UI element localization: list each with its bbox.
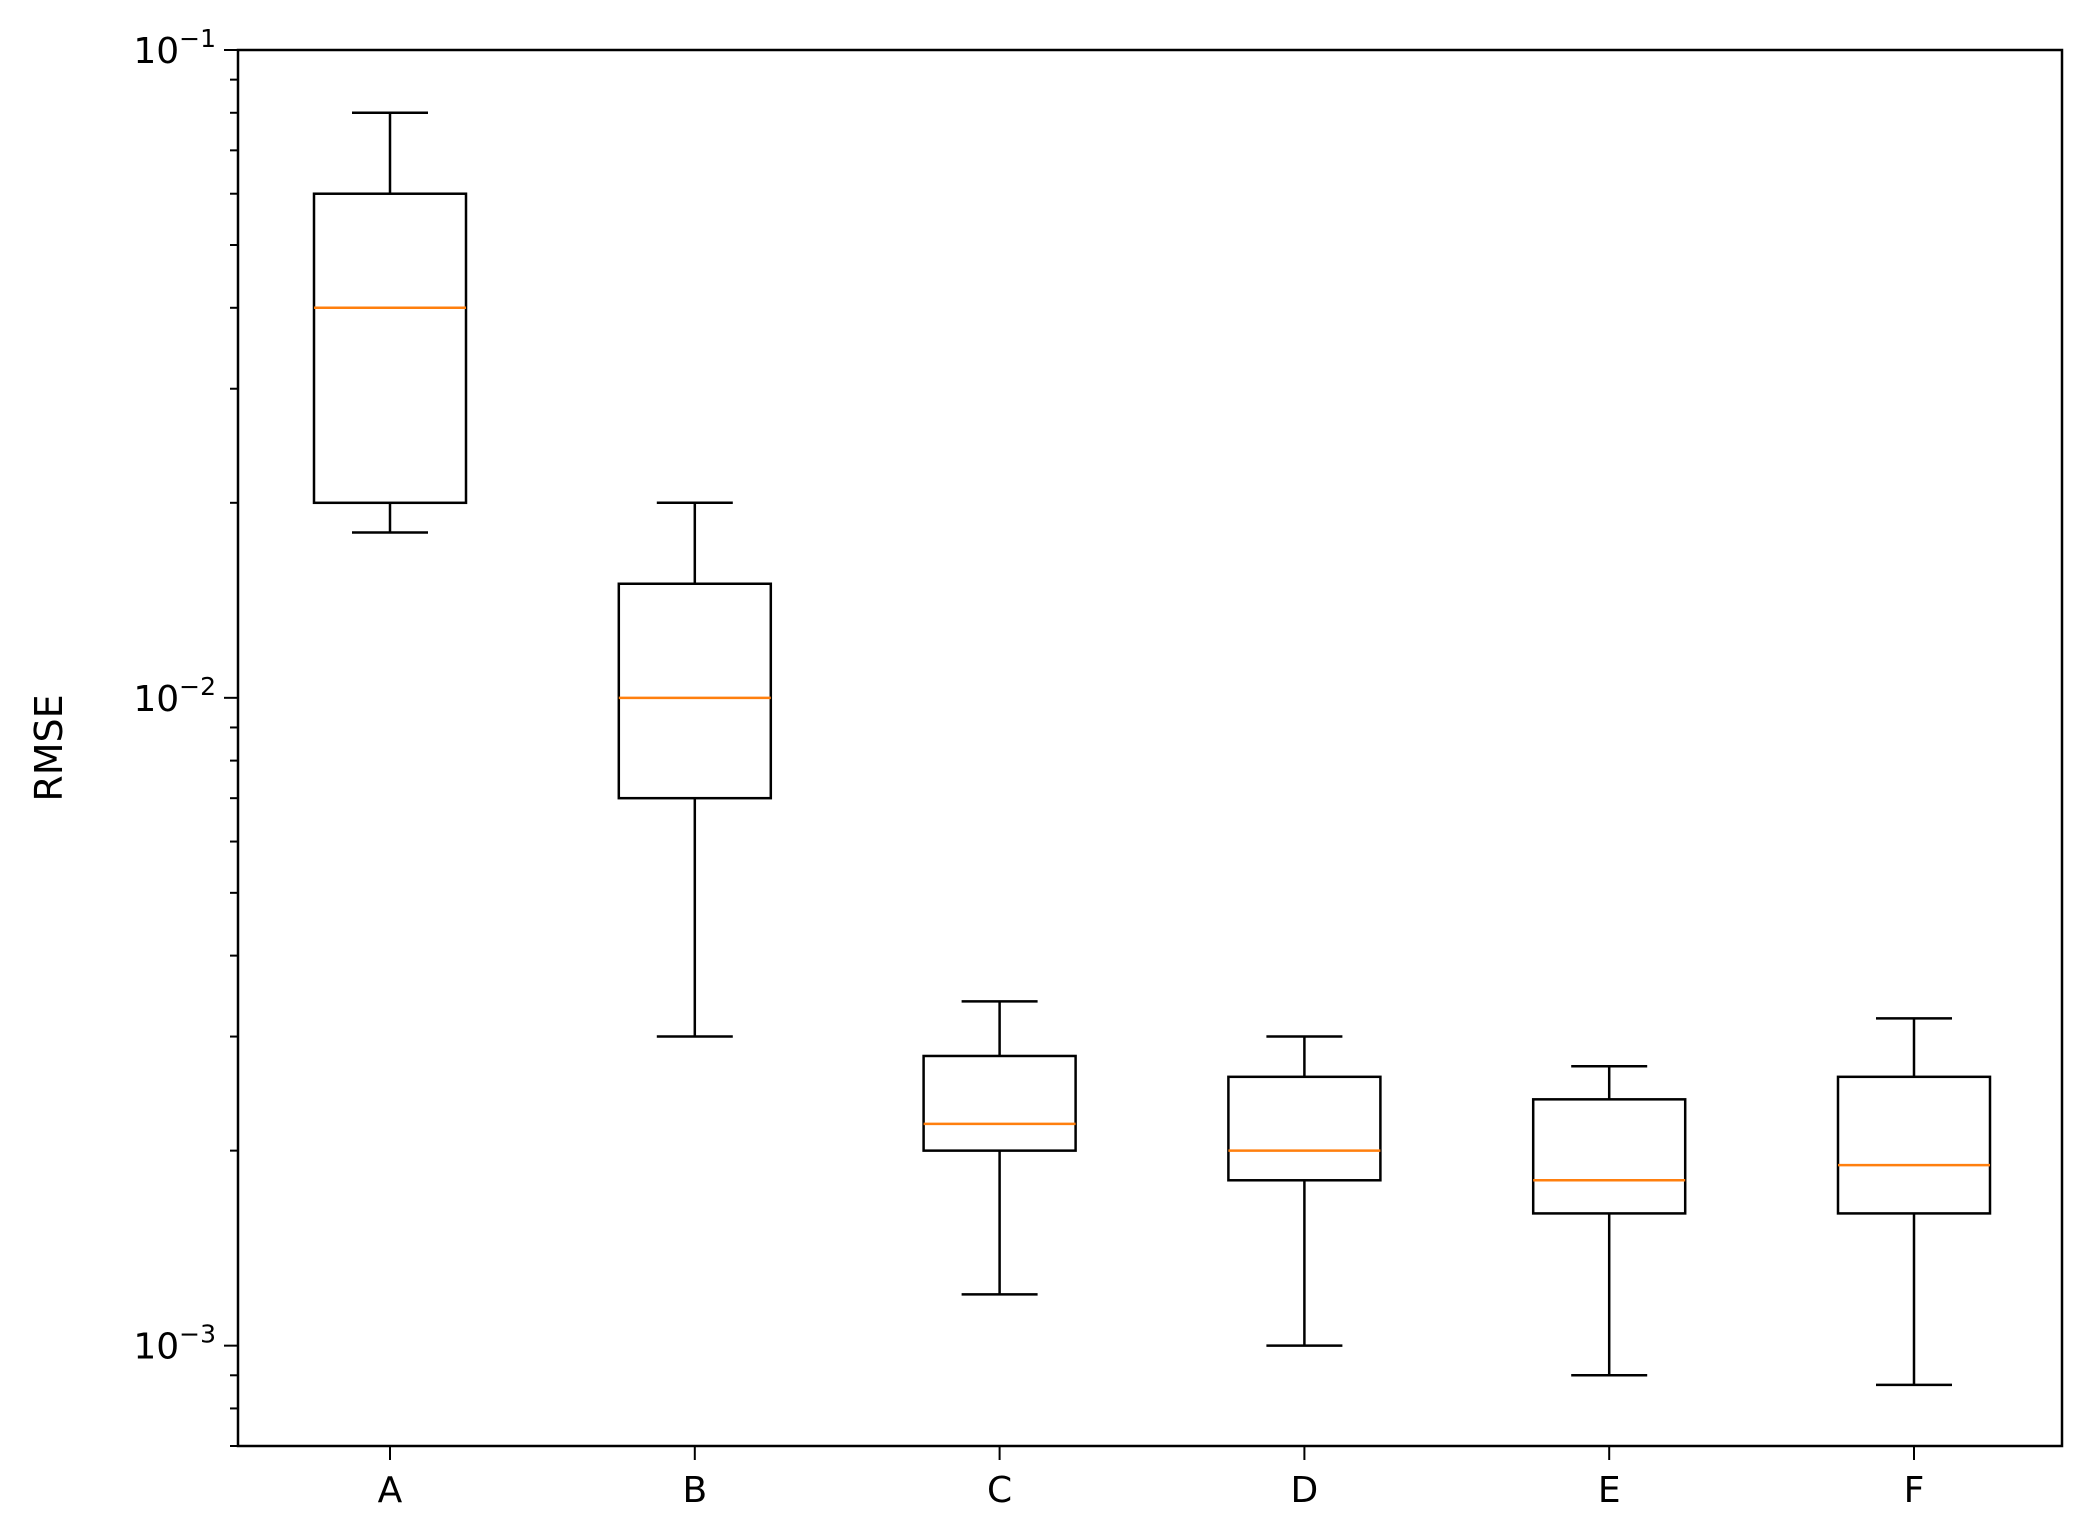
box-C [922,1000,1077,1296]
x-tick-label: A [378,1470,403,1511]
x-tick-label: F [1904,1470,1925,1511]
box-B [617,501,773,1038]
iqr-box [922,1054,1077,1152]
iqr-box [312,192,468,505]
iqr-box [1227,1075,1382,1182]
box-A [312,111,468,534]
box-D [1227,1035,1382,1347]
x-tick-label: C [987,1470,1012,1511]
y-tick-label: 10−2 [133,672,216,720]
boxes-layer [312,111,1992,1387]
y-axis-label: RMSE [27,694,71,801]
y-tick-label: 10−3 [133,1320,216,1368]
iqr-box [617,582,773,800]
box-F [1836,1017,1992,1387]
y-tick-label: 10−1 [133,24,216,72]
x-tick-label: B [682,1470,707,1511]
iqr-box [1531,1098,1687,1215]
x-tick-label: D [1291,1470,1319,1511]
plot-area-frame [236,48,2064,1448]
y-axis-ticks: 10−1 10−2 10−3 [133,24,238,1447]
x-tick-label: E [1598,1470,1621,1511]
iqr-box [1836,1075,1992,1215]
x-axis-ticks: A B C D E F [378,1446,1925,1511]
box-E [1531,1064,1687,1377]
